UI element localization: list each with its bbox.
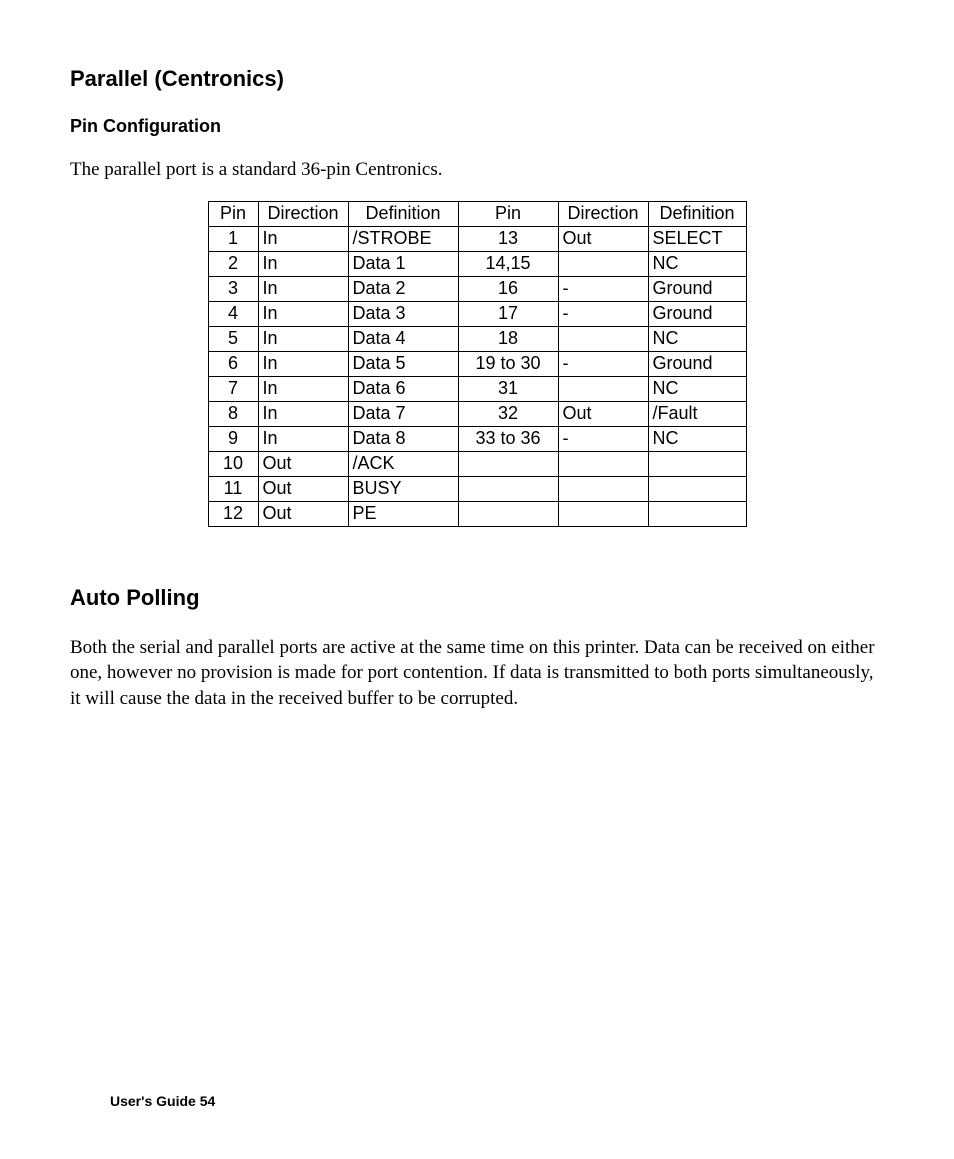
table-body: 1In/STROBE13OutSELECT2InData 114,15NC3In… — [208, 226, 746, 526]
table-header-cell: Definition — [348, 201, 458, 226]
table-cell: Data 5 — [348, 351, 458, 376]
table-cell: Data 2 — [348, 276, 458, 301]
table-cell: /ACK — [348, 451, 458, 476]
table-cell: 11 — [208, 476, 258, 501]
table-cell — [558, 501, 648, 526]
table-cell: In — [258, 326, 348, 351]
table-cell: In — [258, 401, 348, 426]
table-cell: Ground — [648, 276, 746, 301]
table-cell: Data 3 — [348, 301, 458, 326]
table-cell: 31 — [458, 376, 558, 401]
table-cell: In — [258, 251, 348, 276]
table-row: 6InData 519 to 30-Ground — [208, 351, 746, 376]
table-header-cell: Direction — [558, 201, 648, 226]
table-cell: 10 — [208, 451, 258, 476]
table-cell: 3 — [208, 276, 258, 301]
page-footer: User's Guide 54 — [110, 1093, 215, 1109]
table-cell: 1 — [208, 226, 258, 251]
table-cell — [558, 476, 648, 501]
table-cell: 4 — [208, 301, 258, 326]
table-cell: In — [258, 301, 348, 326]
table-cell: NC — [648, 251, 746, 276]
table-cell: 12 — [208, 501, 258, 526]
table-cell: - — [558, 351, 648, 376]
table-cell: 7 — [208, 376, 258, 401]
table-cell: Data 4 — [348, 326, 458, 351]
section-heading-parallel: Parallel (Centronics) — [70, 66, 884, 92]
table-row: 12OutPE — [208, 501, 746, 526]
table-cell — [648, 476, 746, 501]
table-cell: 17 — [458, 301, 558, 326]
table-cell: 5 — [208, 326, 258, 351]
table-cell: Ground — [648, 301, 746, 326]
table-row: 5InData 418 NC — [208, 326, 746, 351]
table-cell: - — [558, 301, 648, 326]
table-cell: 13 — [458, 226, 558, 251]
table-cell: In — [258, 226, 348, 251]
table-cell: - — [558, 276, 648, 301]
table-cell: Data 1 — [348, 251, 458, 276]
table-cell: Out — [258, 451, 348, 476]
table-header-cell: Definition — [648, 201, 746, 226]
table-row: 11OutBUSY — [208, 476, 746, 501]
table-cell: NC — [648, 376, 746, 401]
table-cell: SELECT — [648, 226, 746, 251]
table-row: 8InData 732Out/Fault — [208, 401, 746, 426]
section-heading-auto-polling: Auto Polling — [70, 585, 884, 611]
table-cell: /Fault — [648, 401, 746, 426]
table-cell: 19 to 30 — [458, 351, 558, 376]
table-cell: In — [258, 426, 348, 451]
table-cell: - — [558, 426, 648, 451]
table-row: 1In/STROBE13OutSELECT — [208, 226, 746, 251]
intro-paragraph: The parallel port is a standard 36-pin C… — [70, 157, 884, 183]
table-cell: Ground — [648, 351, 746, 376]
table-cell: 16 — [458, 276, 558, 301]
table-cell: In — [258, 376, 348, 401]
table-cell: 2 — [208, 251, 258, 276]
table-cell: 6 — [208, 351, 258, 376]
table-row: 3InData 216-Ground — [208, 276, 746, 301]
table-cell: In — [258, 351, 348, 376]
table-cell: BUSY — [348, 476, 458, 501]
table-row: 4InData 317-Ground — [208, 301, 746, 326]
table-cell: 9 — [208, 426, 258, 451]
table-row: 7InData 631 NC — [208, 376, 746, 401]
table-cell: Out — [258, 501, 348, 526]
table-cell: 14,15 — [458, 251, 558, 276]
table-cell — [648, 501, 746, 526]
table-cell: 32 — [458, 401, 558, 426]
table-cell — [558, 376, 648, 401]
table-cell: Data 8 — [348, 426, 458, 451]
sub-heading-pin-config: Pin Configuration — [70, 116, 884, 137]
table-cell — [558, 251, 648, 276]
table-header-cell: Pin — [208, 201, 258, 226]
pin-configuration-table: PinDirectionDefinitionPinDirectionDefini… — [208, 201, 747, 527]
table-header-cell: Pin — [458, 201, 558, 226]
table-header-row: PinDirectionDefinitionPinDirectionDefini… — [208, 201, 746, 226]
table-cell: Data 6 — [348, 376, 458, 401]
table-cell: /STROBE — [348, 226, 458, 251]
table-cell: NC — [648, 326, 746, 351]
table-cell — [458, 501, 558, 526]
table-cell — [558, 451, 648, 476]
table-cell: PE — [348, 501, 458, 526]
table-cell: Out — [558, 401, 648, 426]
table-cell: Out — [558, 226, 648, 251]
table-cell — [458, 451, 558, 476]
table-row: 9InData 833 to 36-NC — [208, 426, 746, 451]
table-cell: 8 — [208, 401, 258, 426]
table-cell — [458, 476, 558, 501]
table-row: 2InData 114,15 NC — [208, 251, 746, 276]
table-cell — [558, 326, 648, 351]
table-cell: 18 — [458, 326, 558, 351]
table-cell: Data 7 — [348, 401, 458, 426]
table-cell: In — [258, 276, 348, 301]
table-row: 10Out/ACK — [208, 451, 746, 476]
table-header-cell: Direction — [258, 201, 348, 226]
table-cell: NC — [648, 426, 746, 451]
table-cell: 33 to 36 — [458, 426, 558, 451]
auto-polling-paragraph: Both the serial and parallel ports are a… — [70, 635, 884, 712]
table-cell — [648, 451, 746, 476]
table-cell: Out — [258, 476, 348, 501]
